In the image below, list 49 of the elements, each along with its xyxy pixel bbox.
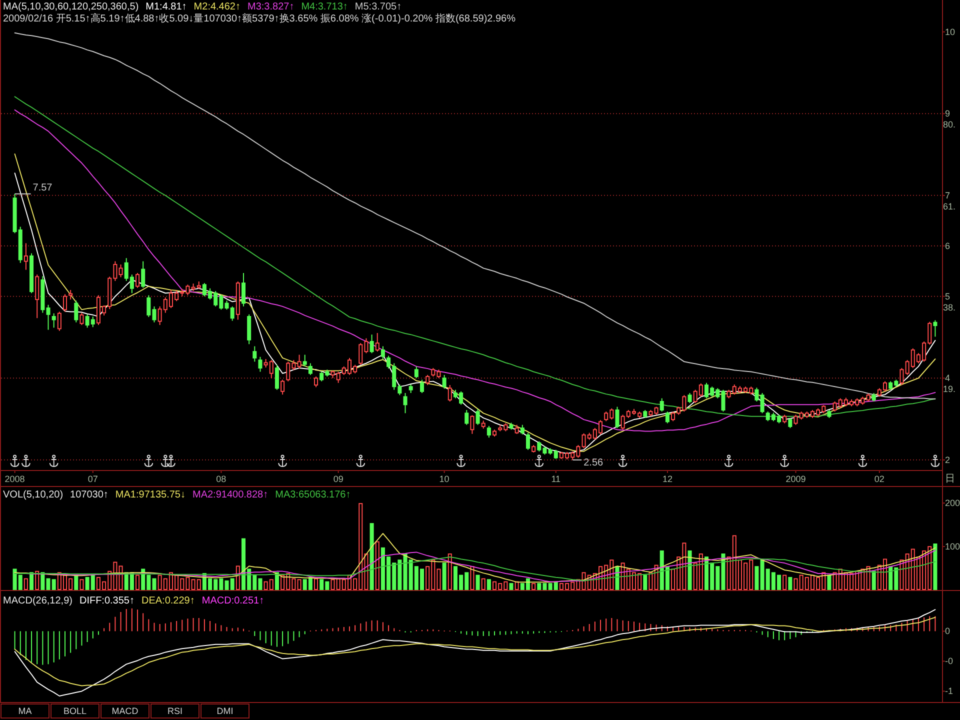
x-tick-label: 12 <box>662 474 672 484</box>
text: MA <box>18 706 32 716</box>
legend-title: MA(5,10,30,60,120,250,360,5) <box>3 2 139 12</box>
text: 9 <box>945 108 950 119</box>
annotation: 2.56 <box>584 457 604 468</box>
text: 10 <box>945 26 956 37</box>
text: 6 <box>945 240 950 251</box>
text: 2009/02/16 开5.15↑高5.19↑低4.88↑收5.09↓量107030↑额5379↑换3.65% 振6.08% 涨(-0.01)-0.20% 指数(68.59)2.96% <box>3 12 516 24</box>
text: MACD <box>112 706 139 716</box>
x-tick-label: 11 <box>551 474 561 484</box>
series-label: MACD:0.251↑ <box>202 596 264 606</box>
text: M4:3.713↑ <box>301 2 348 12</box>
text: BOLL <box>63 706 87 716</box>
x-tick-label: 2009 <box>786 474 806 484</box>
text: MA1:97135.75↓ <box>115 490 186 500</box>
x-tick-label: 08 <box>216 474 226 484</box>
x-tick-label: 09 <box>333 474 344 484</box>
text: M5:3.705↑ <box>354 2 402 12</box>
y-tick-label: 200 <box>945 498 960 508</box>
text: M1:4.81↑ <box>146 2 187 12</box>
text: 61. <box>943 201 956 212</box>
y-tick-label: -1 <box>945 686 954 696</box>
y-tick-label: 100 <box>945 542 960 552</box>
text: 日 <box>945 474 955 484</box>
text: DEA:0.229↑ <box>142 596 195 606</box>
text: RSI <box>167 706 183 716</box>
text: 5 <box>945 291 950 302</box>
y-tick-label: 0 <box>945 626 950 636</box>
annotation: 107030↑ <box>70 490 108 500</box>
text: 80. <box>943 120 956 130</box>
text: DMI <box>216 706 234 716</box>
text: M2:4.462↑ <box>194 2 240 12</box>
text: MA2:91400.828↑ <box>192 490 268 500</box>
y-tick-label: -0 <box>945 656 954 666</box>
text: M3:3.827↑ <box>248 2 294 12</box>
legend-title: VOL(5,10,20) <box>3 490 64 500</box>
text: MA3:65063.176↑ <box>275 490 351 500</box>
text: 4 <box>945 373 950 384</box>
annotation: 7.57 <box>32 182 53 194</box>
x-tick-label: 10 <box>439 474 450 484</box>
text: 38. <box>943 302 956 312</box>
text: 2 <box>945 454 950 465</box>
text: DIFF:0.355↑ <box>79 596 134 606</box>
text: 7 <box>945 190 950 200</box>
x-tick-label: 07 <box>88 474 98 484</box>
x-tick-label: 2008 <box>4 474 25 484</box>
text: 19. <box>943 384 956 394</box>
legend-title: MACD(26,12,9) <box>3 596 72 606</box>
x-tick-label: 02 <box>874 474 884 484</box>
